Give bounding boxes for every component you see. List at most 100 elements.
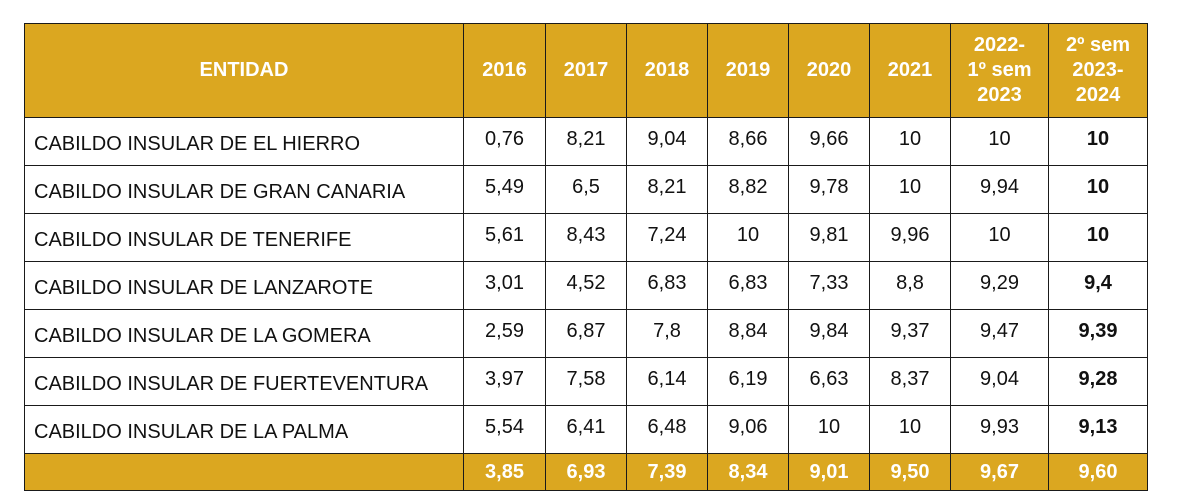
score-cell: 10 [788,405,870,454]
score-cell: 9,39 [1048,309,1148,358]
table-row: CABILDO INSULAR DE FUERTEVENTURA 3,97 7,58… [24,357,1148,406]
score-cell: 9,78 [788,165,870,214]
header-row: ENTIDAD 2016 2017 2018 2019 2020 2021 20… [24,23,1148,118]
header-period-a-line: 1º sem [967,59,1032,81]
score-cell: 9,29 [950,261,1049,310]
score-cell: 6,87 [545,309,627,358]
score-cell: 5,54 [463,405,546,454]
table-row: CABILDO INSULAR DE LA GOMERA 2,59 6,87 7,8 8… [24,309,1148,358]
table-header: ENTIDAD 2016 2017 2018 2019 2020 2021 20… [24,23,1148,118]
score-cell: 8,43 [545,213,627,262]
header-period-b-line: 2024 [1075,84,1121,106]
header-year: 2019 [707,23,789,118]
score-cell: 7,58 [545,357,627,406]
score-cell: 10 [869,165,951,214]
score-cell: 8,21 [626,165,708,214]
entity-name: CABILDO INSULAR DE LANZAROTE [24,261,464,310]
score-cell: 6,5 [545,165,627,214]
header-year: 2018 [626,23,708,118]
header-period-b-line: 2º sem [1065,34,1130,56]
score-cell: 9,81 [788,213,870,262]
score-cell: 9,28 [1048,357,1148,406]
entity-name: CABILDO INSULAR DE LA PALMA [24,405,464,454]
header-period-a-line: 2022- [973,34,1026,56]
header-entity: ENTIDAD [24,23,464,118]
score-cell: 8,84 [707,309,789,358]
footer-value: 8,34 [707,453,789,491]
score-cell: 10 [1048,213,1148,262]
table-row: CABILDO INSULAR DE LANZAROTE 3,01 4,52 6,83… [24,261,1148,310]
scores-table: ENTIDAD 2016 2017 2018 2019 2020 2021 20… [24,23,1148,491]
table-row: CABILDO INSULAR DE EL HIERRO 0,76 8,21 9,04… [24,117,1148,166]
table-footer: 3,85 6,93 7,39 8,34 9,01 9,50 9,67 9,60 [24,453,1148,491]
score-cell: 2,59 [463,309,546,358]
header-year: 2017 [545,23,627,118]
score-cell: 9,04 [626,117,708,166]
entity-name: CABILDO INSULAR DE FUERTEVENTURA [24,357,464,406]
score-cell: 6,48 [626,405,708,454]
score-cell: 4,52 [545,261,627,310]
header-year: 2020 [788,23,870,118]
footer-value: 9,50 [869,453,951,491]
score-cell: 10 [869,117,951,166]
entity-name: CABILDO INSULAR DE EL HIERRO [24,117,464,166]
entity-name: CABILDO INSULAR DE TENERIFE [24,213,464,262]
score-cell: 6,63 [788,357,870,406]
score-cell: 5,49 [463,165,546,214]
score-cell: 9,66 [788,117,870,166]
header-period-b: 2º sem 2023- 2024 [1048,23,1148,118]
footer-label [24,453,464,491]
score-cell: 8,8 [869,261,951,310]
score-cell: 9,96 [869,213,951,262]
table-row: CABILDO INSULAR DE GRAN CANARIA 5,49 6,5 8,… [24,165,1148,214]
score-cell: 10 [1048,117,1148,166]
table-row: CABILDO INSULAR DE LA PALMA 5,54 6,41 6,48 9… [24,405,1148,454]
footer-value: 3,85 [463,453,546,491]
score-cell: 9,47 [950,309,1049,358]
score-cell: 6,83 [707,261,789,310]
score-cell: 9,13 [1048,405,1148,454]
entity-name: CABILDO INSULAR DE GRAN CANARIA [24,165,464,214]
header-period-b-line: 2023- [1072,59,1124,81]
score-cell: 8,21 [545,117,627,166]
score-cell: 9,37 [869,309,951,358]
footer-value: 9,67 [950,453,1049,491]
header-period-a-line: 2023 [977,84,1022,106]
header-year: 2021 [869,23,951,118]
score-cell: 8,82 [707,165,789,214]
score-cell: 0,76 [463,117,546,166]
score-cell: 9,93 [950,405,1049,454]
score-cell: 7,8 [626,309,708,358]
score-cell: 10 [707,213,789,262]
score-cell: 9,84 [788,309,870,358]
score-cell: 3,01 [463,261,546,310]
footer-row: 3,85 6,93 7,39 8,34 9,01 9,50 9,67 9,60 [24,453,1148,491]
score-cell: 6,19 [707,357,789,406]
score-cell: 5,61 [463,213,546,262]
header-period-a: 2022- 1º sem 2023 [950,23,1049,118]
footer-value: 6,93 [545,453,627,491]
score-cell: 8,66 [707,117,789,166]
footer-value: 9,01 [788,453,870,491]
score-cell: 9,04 [950,357,1049,406]
table-row: CABILDO INSULAR DE TENERIFE 5,61 8,43 7,24 1… [24,213,1148,262]
score-cell: 10 [869,405,951,454]
score-cell: 6,83 [626,261,708,310]
footer-value: 9,60 [1048,453,1148,491]
score-cell: 9,94 [950,165,1049,214]
score-cell: 10 [950,213,1049,262]
score-cell: 9,06 [707,405,789,454]
score-cell: 10 [950,117,1049,166]
score-cell: 7,24 [626,213,708,262]
table-body: CABILDO INSULAR DE EL HIERRO 0,76 8,21 9,04… [24,117,1148,454]
header-year: 2016 [463,23,546,118]
score-cell: 6,41 [545,405,627,454]
score-cell: 8,37 [869,357,951,406]
score-cell: 7,33 [788,261,870,310]
score-cell: 10 [1048,165,1148,214]
entity-name: CABILDO INSULAR DE LA GOMERA [24,309,464,358]
score-cell: 3,97 [463,357,546,406]
footer-value: 7,39 [626,453,708,491]
score-cell: 9,4 [1048,261,1148,310]
score-cell: 6,14 [626,357,708,406]
